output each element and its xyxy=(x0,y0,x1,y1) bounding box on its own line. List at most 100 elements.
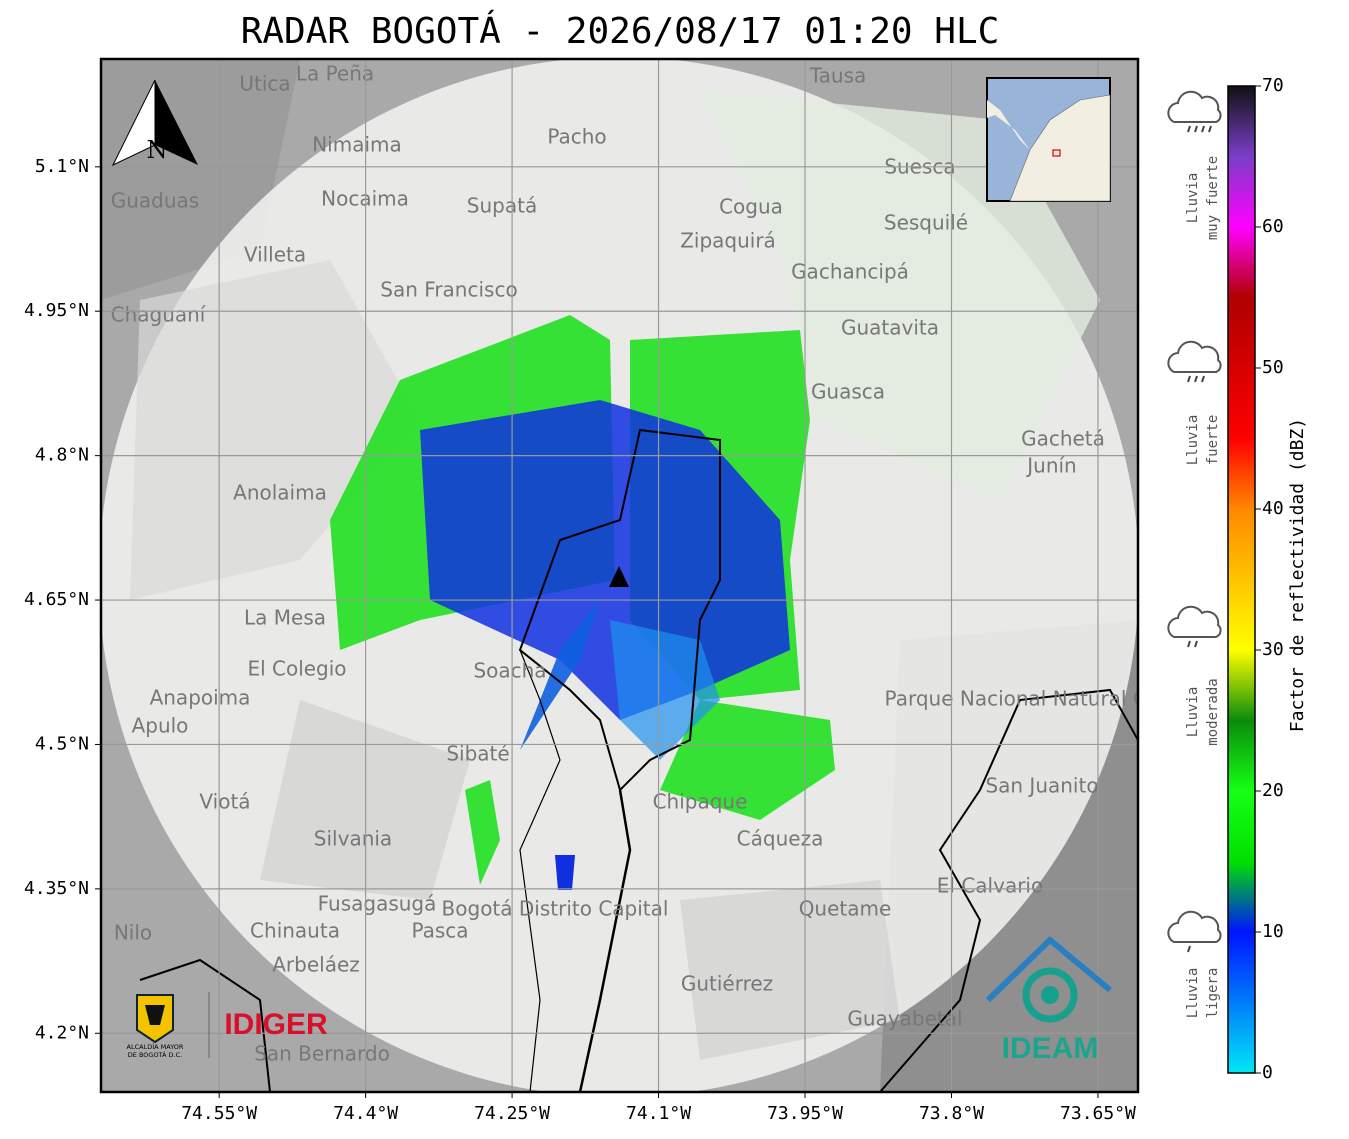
intensity-label: Lluvia xyxy=(1185,173,1201,224)
place-label: Supatá xyxy=(467,194,537,218)
place-label: Cogua xyxy=(719,195,783,219)
cloud-icon xyxy=(1167,340,1222,373)
intensity-label: ligera xyxy=(1205,968,1221,1019)
place-label: Apulo xyxy=(132,714,189,738)
place-label: Zipaquirá xyxy=(680,229,776,253)
place-label: Anolaima xyxy=(233,481,327,505)
colorbar-tick-label: 0 xyxy=(1262,1062,1273,1083)
colorbar xyxy=(1227,85,1256,1074)
place-label: Arbeláez xyxy=(272,953,360,977)
place-label: Viotá xyxy=(199,790,250,814)
place-label: El Colegio xyxy=(247,657,346,681)
north-label: N xyxy=(147,136,168,164)
place-label: Guaduas xyxy=(111,189,199,213)
intensity-item: Lluvia ligera xyxy=(1167,910,1222,1019)
place-label: Gachancipá xyxy=(791,260,909,284)
place-label: Guatavita xyxy=(841,316,939,340)
alcaldia-logo: ALCALDÍA MAYOR DE BOGOTÁ D.C. IDIGER xyxy=(127,992,328,1059)
place-label: La Mesa xyxy=(244,606,326,630)
intensity-item: Lluvia muy fuerte xyxy=(1167,90,1222,240)
place-label: Cáqueza xyxy=(737,827,824,851)
place-label: Pasca xyxy=(411,919,468,943)
ideam-text: IDEAM xyxy=(1002,1032,1099,1065)
y-tick-label: 4.35°N xyxy=(24,878,89,899)
place-label: Anapoima xyxy=(150,686,251,710)
place-label: Soacha xyxy=(473,659,546,683)
rain-drop xyxy=(1208,125,1212,133)
rain-drop xyxy=(1194,640,1198,648)
inset-map xyxy=(986,77,1111,202)
place-label: Guasca xyxy=(811,380,885,404)
x-tick-label: 74.25°W xyxy=(474,1103,550,1124)
map: Utica La Peña Tausa Pacho Nimaima Guaduas Noca… xyxy=(101,59,1226,1092)
x-tick-label: 74.55°W xyxy=(181,1103,257,1124)
place-label: Nimaima xyxy=(312,133,402,157)
y-tick-label: 4.95°N xyxy=(24,300,89,321)
colorbar-tick-label: 20 xyxy=(1262,780,1284,801)
intensity-item: Lluvia fuerte xyxy=(1167,340,1222,466)
colorbar-tick-label: 60 xyxy=(1262,216,1284,237)
place-label: Silvania xyxy=(314,827,392,851)
colorbar-tick-label: 40 xyxy=(1262,498,1284,519)
place-label: Nocaima xyxy=(321,187,409,211)
cloud-icon xyxy=(1167,910,1222,943)
idiger-logo: IDIGER xyxy=(224,1008,328,1041)
place-label: Parque Nacional Natural Chingaza xyxy=(885,687,1226,711)
place-label: San Bernardo xyxy=(254,1042,390,1066)
intensity-item: Lluvia moderada xyxy=(1167,605,1222,746)
intensity-label: fuerte xyxy=(1205,415,1221,466)
x-tick-label: 73.8°W xyxy=(919,1103,984,1124)
place-label: Guayabetal xyxy=(847,1007,962,1031)
rain-drop xyxy=(1187,640,1191,648)
rain-drop xyxy=(1187,945,1191,953)
x-tick-label: 73.95°W xyxy=(767,1103,843,1124)
colorbar-label: Factor de reflectividad (dBZ) xyxy=(1287,418,1308,732)
intensity-label: muy fuerte xyxy=(1205,156,1221,240)
place-label: Pacho xyxy=(547,125,606,149)
place-label: Utica xyxy=(239,72,290,96)
x-tick-label: 74.4°W xyxy=(333,1103,398,1124)
place-label: Sibaté xyxy=(446,742,509,766)
place-label: Nilo xyxy=(114,921,152,945)
place-label: Chinauta xyxy=(250,919,340,943)
x-tick-label: 73.65°W xyxy=(1060,1103,1136,1124)
place-label: Chipaque xyxy=(653,790,748,814)
place-label: San Francisco xyxy=(380,278,517,302)
place-label: Sesquilé xyxy=(884,211,968,235)
colorbar-tick-label: 10 xyxy=(1262,921,1284,942)
y-tick-label: 4.5°N xyxy=(35,733,89,754)
place-label: Bogotá Distrito Capital xyxy=(442,897,669,921)
place-label: Tausa xyxy=(809,64,867,88)
place-label: Fusagasugá xyxy=(318,892,437,916)
title: RADAR BOGOTÁ - 2026/08/17 01:20 HLC xyxy=(241,10,1000,52)
boundaries xyxy=(139,428,1138,1092)
north-arrow: N xyxy=(111,79,198,167)
colorbar-tick-label: 30 xyxy=(1262,639,1284,660)
colorbar-tick-label: 70 xyxy=(1262,75,1284,96)
place-label: El Calvario xyxy=(937,874,1043,898)
colorbar-tick-label: 50 xyxy=(1262,357,1284,378)
rain-drop xyxy=(1194,375,1198,383)
x-tick-label: 74.1°W xyxy=(626,1103,691,1124)
place-label: Chaguaní xyxy=(111,303,207,327)
place-label: Junín xyxy=(1025,454,1076,478)
ideam-logo: IDEAM xyxy=(985,935,1112,1065)
cloud-icon xyxy=(1167,90,1222,123)
intensity-label: Lluvia xyxy=(1185,968,1201,1019)
place-label: Gutiérrez xyxy=(681,972,773,996)
cloud-icon xyxy=(1167,605,1222,638)
rain-drop xyxy=(1187,375,1191,383)
y-tick-label: 4.65°N xyxy=(24,589,89,610)
rain-drop xyxy=(1201,125,1205,133)
rain-drop xyxy=(1201,375,1205,383)
rain-drop xyxy=(1194,125,1198,133)
alcaldia-line: DE BOGOTÁ D.C. xyxy=(128,1050,182,1059)
rain-drop xyxy=(1187,125,1191,133)
place-label: San Juanito xyxy=(985,774,1098,798)
y-tick-label: 4.2°N xyxy=(35,1022,89,1043)
place-label: Gachetá xyxy=(1021,427,1105,451)
intensity-label: Lluvia xyxy=(1185,687,1201,738)
alcaldia-line: ALCALDÍA MAYOR xyxy=(127,1042,184,1051)
place-label: Villeta xyxy=(244,243,306,267)
